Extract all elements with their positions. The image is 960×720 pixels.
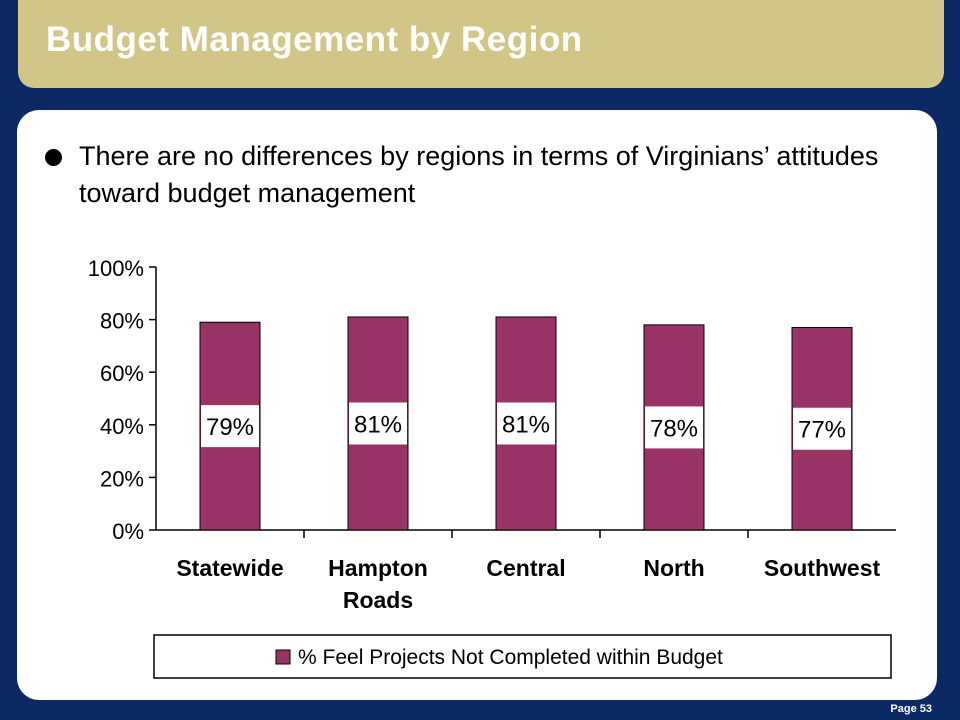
data-label-box xyxy=(793,407,851,450)
x-category-label: Southwest xyxy=(764,555,881,581)
data-label: 77% xyxy=(798,417,846,444)
y-tick-label: 60% xyxy=(100,361,144,386)
title-bar: Budget Management by Region xyxy=(18,0,944,88)
data-label: 81% xyxy=(502,411,550,438)
data-label: 78% xyxy=(650,415,698,442)
data-label: 81% xyxy=(354,411,402,438)
bullet-dot-icon xyxy=(45,149,62,166)
x-category-label: North xyxy=(643,555,704,581)
y-tick-label: 0% xyxy=(112,519,144,544)
page-title: Budget Management by Region xyxy=(46,20,583,59)
data-label-box xyxy=(349,402,407,445)
x-category-label: Hampton xyxy=(328,555,428,581)
y-tick-label: 80% xyxy=(100,309,144,334)
page-number: Page 53 xyxy=(890,703,932,715)
x-category-label: Statewide xyxy=(176,555,283,581)
bullet-text: There are no differences by regions in t… xyxy=(79,141,879,208)
data-label-box xyxy=(201,405,259,448)
y-tick-label: 40% xyxy=(100,414,144,439)
y-tick-label: 100% xyxy=(88,256,144,281)
content-panel: There are no differences by regions in t… xyxy=(17,110,937,700)
x-category-label: Roads xyxy=(343,587,413,613)
legend-label: % Feel Projects Not Completed within Bud… xyxy=(298,646,723,669)
y-tick-label: 20% xyxy=(100,466,144,491)
data-label-box xyxy=(497,402,555,445)
data-label: 79% xyxy=(206,414,254,441)
x-category-label: Central xyxy=(486,555,565,581)
legend-swatch xyxy=(275,649,291,665)
data-label-box xyxy=(645,406,703,449)
